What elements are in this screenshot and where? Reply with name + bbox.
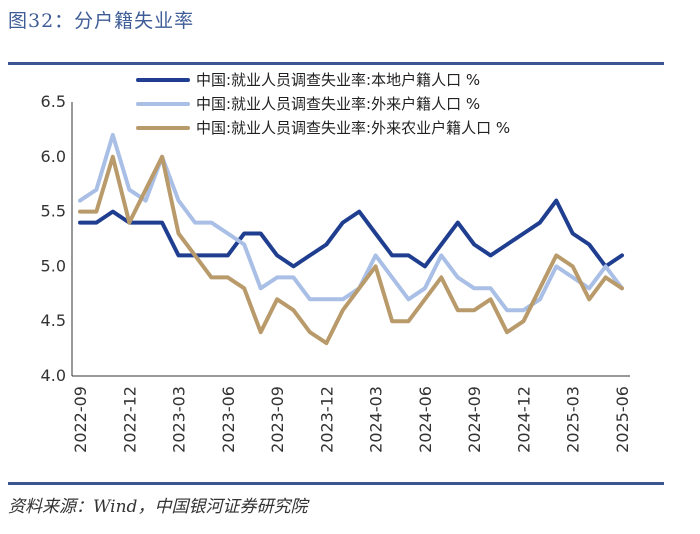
series-line-1	[78, 198, 624, 269]
y-tick-label: 6.5	[41, 92, 66, 111]
x-tick-label: 2023-12	[317, 386, 336, 453]
x-tick-label: 2023-06	[219, 386, 238, 453]
legend-label-1: 中国:就业人员调查失业率:本地户籍人口 %	[196, 71, 480, 89]
x-tick-label: 2024-06	[416, 386, 435, 453]
x-tick-label: 2023-09	[268, 386, 287, 453]
x-tick-label: 2022-09	[71, 386, 90, 453]
top-rule	[8, 62, 664, 65]
legend-label-2: 中国:就业人员调查失业率:外来户籍人口 %	[196, 95, 480, 113]
series-line-3	[78, 154, 624, 346]
y-tick-label: 4.0	[41, 366, 66, 385]
source-note: 资料来源：Wind，中国银河证券研究院	[8, 497, 308, 517]
x-tick-label: 2024-03	[367, 386, 386, 453]
x-tick-label: 2023-03	[170, 386, 189, 453]
legend-label-3: 中国:就业人员调查失业率:外来农业户籍人口 %	[196, 119, 510, 137]
y-tick-label: 5.0	[41, 256, 66, 275]
y-tick-label: 6.0	[41, 147, 66, 166]
axes: 4.0 4.5 5.0 5.5 6.0 6.5 2022-09 2022-12 2023-03 2…	[41, 92, 632, 453]
chart-title: 图32：分户籍失业率	[8, 10, 195, 32]
bottom-rule	[8, 482, 664, 485]
x-tick-label: 2024-12	[514, 386, 533, 453]
x-tick-label: 2025-06	[613, 386, 632, 453]
plot-area	[78, 132, 624, 346]
x-tick-label: 2022-12	[120, 386, 139, 453]
y-tick-label: 5.5	[41, 202, 66, 221]
x-tick-label: 2024-09	[465, 386, 484, 453]
legend: 中国:就业人员调查失业率:本地户籍人口 % 中国:就业人员调查失业率:外来户籍人口…	[136, 71, 510, 137]
x-tick-label: 2025-03	[564, 386, 583, 453]
y-tick-label: 4.5	[41, 311, 66, 330]
